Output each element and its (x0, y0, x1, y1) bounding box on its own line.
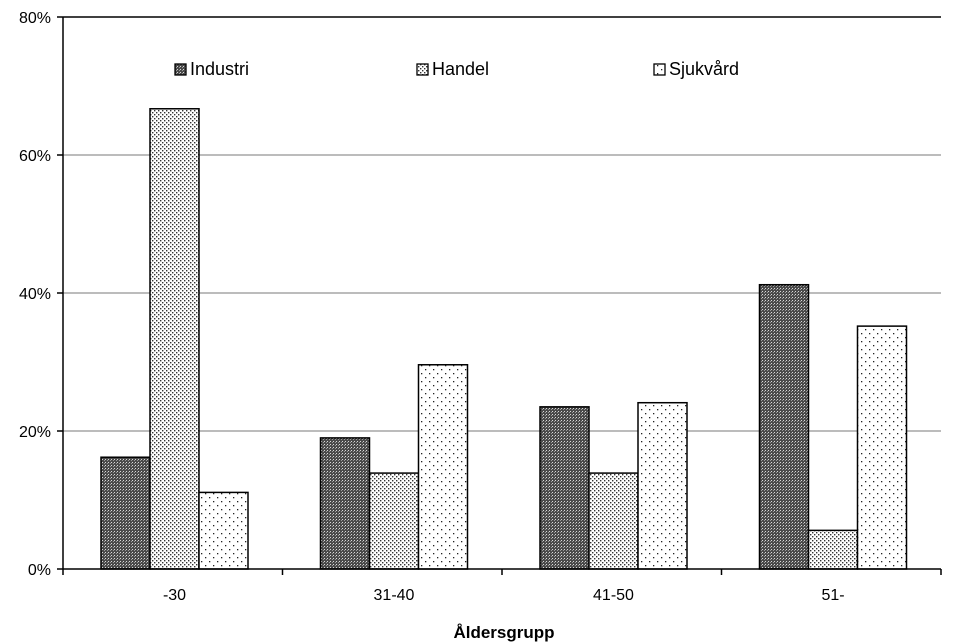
legend-item-industri: Industri (174, 59, 249, 79)
y-tick-label: 0% (28, 562, 51, 579)
bar-handel-41-50 (588, 472, 639, 570)
bar-sjukvård--30 (198, 491, 249, 570)
bar-sjukvård-31-40 (417, 364, 469, 570)
bar-sjukvård-51- (856, 325, 908, 570)
bar-handel-51- (807, 529, 859, 570)
x-tick-label: 51- (821, 587, 844, 604)
legend-swatch (416, 63, 429, 76)
legend-label: Industri (190, 59, 249, 79)
bar-industri--30 (100, 456, 151, 570)
y-tick-label: 80% (19, 10, 51, 27)
legend-item-sjukvård: Sjukvård (653, 59, 739, 79)
legend: Industri Handel Sjukvård (174, 59, 739, 79)
y-tick-label: 40% (19, 286, 51, 303)
bar-handel--30 (149, 108, 200, 570)
legend-swatch (653, 63, 666, 76)
bar-handel-31-40 (368, 472, 420, 570)
bars (100, 108, 908, 570)
x-tick-label: 31-40 (374, 587, 415, 604)
x-axis-title: Åldersgrupp (453, 623, 554, 642)
legend-label: Sjukvård (669, 59, 739, 79)
bar-industri-41-50 (539, 406, 590, 570)
x-tick-label: -30 (163, 587, 186, 604)
y-tick-label: 20% (19, 424, 51, 441)
bar-industri-31-40 (319, 437, 371, 570)
y-tick-label: 60% (19, 148, 51, 165)
legend-item-handel: Handel (416, 59, 489, 79)
legend-swatch (174, 63, 187, 76)
axes (57, 16, 942, 575)
bar-industri-51- (758, 283, 810, 570)
x-tick-label: 41-50 (593, 587, 634, 604)
tick-labels: 0% 20% 40% 60% 80% -30 31-40 41-50 51- (19, 10, 845, 604)
legend-label: Handel (432, 59, 489, 79)
bar-sjukvård-41-50 (637, 401, 688, 570)
